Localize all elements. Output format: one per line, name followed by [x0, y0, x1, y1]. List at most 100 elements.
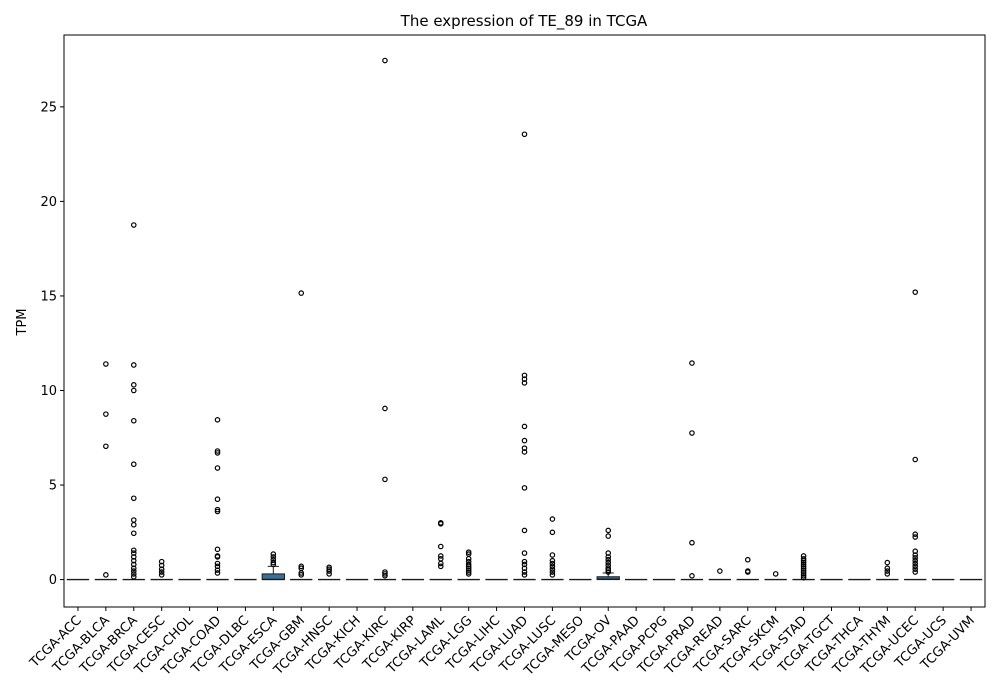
outlier-point [800, 563, 807, 570]
outlier-point [437, 555, 444, 562]
outlier-point [744, 569, 751, 575]
outlier-point [605, 565, 612, 572]
outlier-point [465, 563, 472, 570]
outlier-point [437, 543, 444, 550]
outlier-point [270, 561, 277, 568]
y-tick-label: 0 [49, 573, 57, 588]
outlier-point [158, 569, 165, 575]
outlier-point [270, 559, 277, 566]
outlier-point [800, 559, 807, 566]
outlier-point [103, 572, 109, 578]
outlier-point [214, 416, 221, 423]
outlier-point [214, 496, 221, 503]
y-tick-label: 25 [40, 100, 57, 115]
outlier-point [298, 572, 305, 578]
outlier-point [884, 559, 891, 566]
chart-title: The expression of TE_89 in TCGA [400, 12, 648, 31]
outlier-point [214, 465, 221, 471]
outlier-point [744, 556, 751, 563]
outlier-point [130, 521, 137, 528]
outlier-point [521, 376, 528, 382]
outlier-point [912, 560, 919, 567]
outlier-point [521, 572, 528, 578]
outlier-point [605, 527, 612, 534]
outlier-point [521, 449, 528, 455]
outlier-point [437, 553, 444, 559]
outlier-point [521, 485, 528, 491]
y-axis-label: TPM [15, 309, 30, 337]
outlier-point [130, 387, 137, 394]
outlier-point [912, 289, 919, 295]
outlier-point [326, 571, 332, 577]
outlier-point [605, 554, 612, 560]
outlier-point [437, 563, 444, 570]
outlier-point [800, 571, 807, 577]
outlier-point [214, 563, 221, 570]
outlier-point [912, 548, 919, 555]
outlier-point [130, 557, 137, 564]
outlier-point [549, 563, 556, 570]
outlier-point [800, 565, 807, 572]
outlier-point [549, 566, 556, 572]
outlier-point [884, 565, 891, 572]
outlier-point [800, 561, 807, 568]
outlier-point [521, 569, 528, 575]
outlier-point [130, 495, 137, 502]
outlier-point [549, 529, 556, 536]
outlier-point [326, 564, 332, 571]
outlier-point [214, 448, 221, 454]
outlier-point [437, 520, 444, 527]
outlier-point [465, 555, 472, 562]
outlier-point [521, 445, 528, 451]
outlier-point [521, 437, 528, 444]
outlier-point [214, 546, 221, 553]
outlier-point [158, 562, 165, 569]
outlier-point [549, 560, 556, 567]
outlier-point [214, 567, 221, 573]
outlier-point [130, 565, 137, 572]
outlier-point [717, 568, 723, 574]
outlier-point [549, 552, 556, 558]
outlier-point [214, 450, 221, 456]
outlier-point [912, 566, 919, 572]
outlier-point [130, 561, 137, 568]
outlier-point [605, 533, 612, 539]
outlier-point [465, 561, 472, 568]
outlier-point [912, 555, 919, 561]
outlier-point [130, 382, 137, 388]
outlier-point [689, 539, 695, 546]
outlier-point [465, 569, 472, 575]
outlier-point [605, 556, 612, 563]
y-tick-label: 15 [40, 289, 57, 304]
outlier-point [382, 405, 388, 412]
outlier-point [465, 567, 472, 573]
outlier-point [912, 531, 919, 538]
outlier-point [103, 361, 109, 367]
outlier-point [130, 573, 137, 580]
y-tick-label: 20 [40, 195, 57, 210]
outlier-point [130, 461, 137, 468]
outlier-point [130, 517, 137, 523]
outlier-point [214, 554, 221, 560]
outlier-point [912, 557, 919, 564]
outlier-point [912, 563, 919, 570]
outlier-point [382, 572, 388, 579]
outlier-point [130, 547, 137, 554]
outlier-point [912, 569, 919, 575]
outlier-point [130, 571, 137, 577]
outlier-point [382, 57, 388, 64]
outlier-point [689, 360, 695, 366]
outlier-point [912, 552, 919, 558]
plot-layer: 0510152025TCGA-ACCTCGA-BLCATCGA-BRCATCGA… [27, 34, 986, 679]
outlier-point [800, 555, 807, 562]
outlier-point [382, 476, 388, 483]
outlier-point [298, 563, 305, 570]
outlier-point [130, 568, 137, 574]
outlier-point [884, 571, 891, 577]
outlier-point [130, 362, 137, 368]
outlier-point [605, 559, 612, 566]
outlier-point [800, 572, 807, 579]
outlier-point [130, 222, 137, 228]
outlier-point [270, 554, 277, 560]
y-tick-label: 5 [49, 479, 57, 494]
